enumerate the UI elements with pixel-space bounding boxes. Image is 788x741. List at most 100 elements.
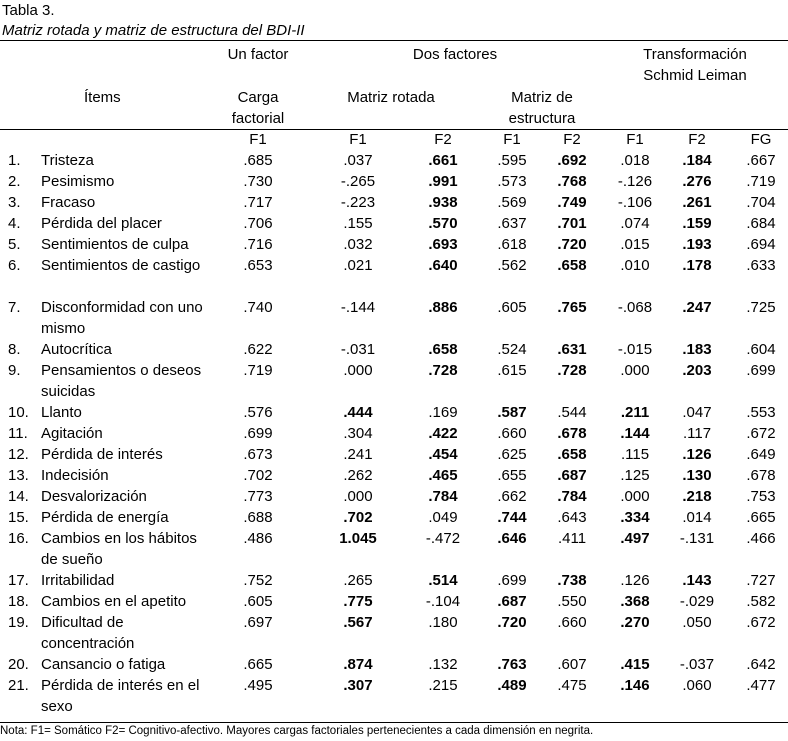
loading-value: -.144 bbox=[340, 299, 376, 316]
loading-value: .125 bbox=[620, 467, 650, 484]
loading-value: .938 bbox=[428, 194, 458, 211]
table-note: Nota: F1= Somático F2= Cognitivo-afectiv… bbox=[0, 725, 594, 737]
loading-value: .665 bbox=[243, 656, 273, 673]
item-number: 13. bbox=[8, 467, 29, 484]
column-header: F2 bbox=[688, 131, 706, 148]
bottom-rule bbox=[0, 722, 788, 723]
loading-value: .126 bbox=[682, 446, 712, 463]
column-header: F1 bbox=[626, 131, 644, 148]
loading-value: .660 bbox=[557, 614, 587, 631]
loading-value: .753 bbox=[746, 488, 776, 505]
item-label: Cambios en el apetito bbox=[41, 593, 187, 610]
loading-value: .049 bbox=[428, 509, 458, 526]
item-label: Disconformidad con uno mismo bbox=[41, 299, 203, 337]
loading-value: -.068 bbox=[617, 299, 653, 316]
column-header: F1 bbox=[349, 131, 367, 148]
loading-value: .180 bbox=[428, 614, 458, 631]
header-schmid-line2: Schmid Leiman bbox=[643, 67, 747, 84]
item-label: Tristeza bbox=[41, 152, 94, 169]
loading-value: .000 bbox=[343, 362, 373, 379]
loading-value: -.223 bbox=[340, 194, 376, 211]
header-dos-factores: Dos factores bbox=[412, 46, 498, 63]
loading-value: .699 bbox=[497, 572, 527, 589]
loading-value: .607 bbox=[557, 656, 587, 673]
loading-value: .692 bbox=[557, 152, 587, 169]
item-label: Pérdida de energía bbox=[41, 509, 169, 526]
loading-value: .524 bbox=[497, 341, 527, 358]
loading-value: .687 bbox=[497, 593, 527, 610]
loading-value: .678 bbox=[746, 467, 776, 484]
loading-value: .497 bbox=[620, 530, 650, 547]
loading-value: .261 bbox=[682, 194, 712, 211]
loading-value: .000 bbox=[343, 488, 373, 505]
loading-value: .018 bbox=[620, 152, 650, 169]
loading-value: .262 bbox=[343, 467, 373, 484]
loading-value: 1.045 bbox=[339, 530, 377, 547]
loading-value: .021 bbox=[343, 257, 373, 274]
item-label: Desvalorización bbox=[41, 488, 147, 505]
item-number: 6. bbox=[8, 257, 21, 274]
loading-value: .146 bbox=[620, 677, 650, 694]
loading-value: .646 bbox=[497, 530, 527, 547]
loading-value: .115 bbox=[620, 446, 650, 463]
loading-value: .466 bbox=[746, 530, 776, 547]
loading-value: .763 bbox=[497, 656, 527, 673]
loading-value: .775 bbox=[343, 593, 373, 610]
loading-value: .415 bbox=[620, 656, 650, 673]
loading-value: .653 bbox=[243, 257, 273, 274]
loading-value: .622 bbox=[243, 341, 273, 358]
item-label: Dificultad de concentración bbox=[41, 614, 135, 652]
loading-value: .765 bbox=[557, 299, 587, 316]
loading-value: .720 bbox=[557, 236, 587, 253]
item-number: 1. bbox=[8, 152, 21, 169]
loading-value: .183 bbox=[682, 341, 712, 358]
item-number: 2. bbox=[8, 173, 21, 190]
loading-value: .773 bbox=[243, 488, 273, 505]
item-number: 8. bbox=[8, 341, 21, 358]
loading-value: .699 bbox=[243, 425, 273, 442]
loading-value: -.131 bbox=[679, 530, 715, 547]
header-items: Ítems bbox=[84, 89, 121, 106]
loading-value: .465 bbox=[428, 467, 458, 484]
item-number: 3. bbox=[8, 194, 21, 211]
top-rule bbox=[0, 40, 788, 41]
item-label: Fracaso bbox=[41, 194, 96, 211]
loading-value: .514 bbox=[428, 572, 458, 589]
loading-value: .000 bbox=[620, 488, 650, 505]
loading-value: .728 bbox=[428, 362, 458, 379]
loading-value: .562 bbox=[497, 257, 527, 274]
loading-value: -.106 bbox=[617, 194, 653, 211]
header-carga-line2: factorial bbox=[231, 110, 285, 127]
loading-value: .211 bbox=[620, 404, 650, 421]
loading-value: .218 bbox=[682, 488, 712, 505]
loading-value: .697 bbox=[243, 614, 273, 631]
item-number: 5. bbox=[8, 236, 21, 253]
loading-value: .618 bbox=[497, 236, 527, 253]
loading-value: .550 bbox=[557, 593, 587, 610]
loading-value: .117 bbox=[682, 425, 712, 442]
loading-value: .730 bbox=[243, 173, 273, 190]
column-header: FG bbox=[750, 131, 772, 148]
loading-value: .495 bbox=[243, 677, 273, 694]
loading-value: .633 bbox=[746, 257, 776, 274]
loading-value: .241 bbox=[343, 446, 373, 463]
loading-value: .649 bbox=[746, 446, 776, 463]
loading-value: .727 bbox=[746, 572, 776, 589]
item-number: 21. bbox=[8, 677, 29, 694]
loading-value: -.031 bbox=[340, 341, 376, 358]
loading-value: .486 bbox=[243, 530, 273, 547]
loading-value: .702 bbox=[243, 467, 273, 484]
loading-value: .605 bbox=[497, 299, 527, 316]
loading-value: -.472 bbox=[425, 530, 461, 547]
loading-value: -.037 bbox=[679, 656, 715, 673]
header-schmid-line1: Transformación bbox=[643, 46, 747, 63]
item-label: Pesimismo bbox=[41, 173, 115, 190]
loading-value: .640 bbox=[428, 257, 458, 274]
loading-value: .159 bbox=[682, 215, 712, 232]
loading-value: .143 bbox=[682, 572, 712, 589]
loading-value: .631 bbox=[557, 341, 587, 358]
loading-value: .010 bbox=[620, 257, 650, 274]
loading-value: .178 bbox=[682, 257, 712, 274]
loading-value: .725 bbox=[746, 299, 776, 316]
item-number: 18. bbox=[8, 593, 29, 610]
